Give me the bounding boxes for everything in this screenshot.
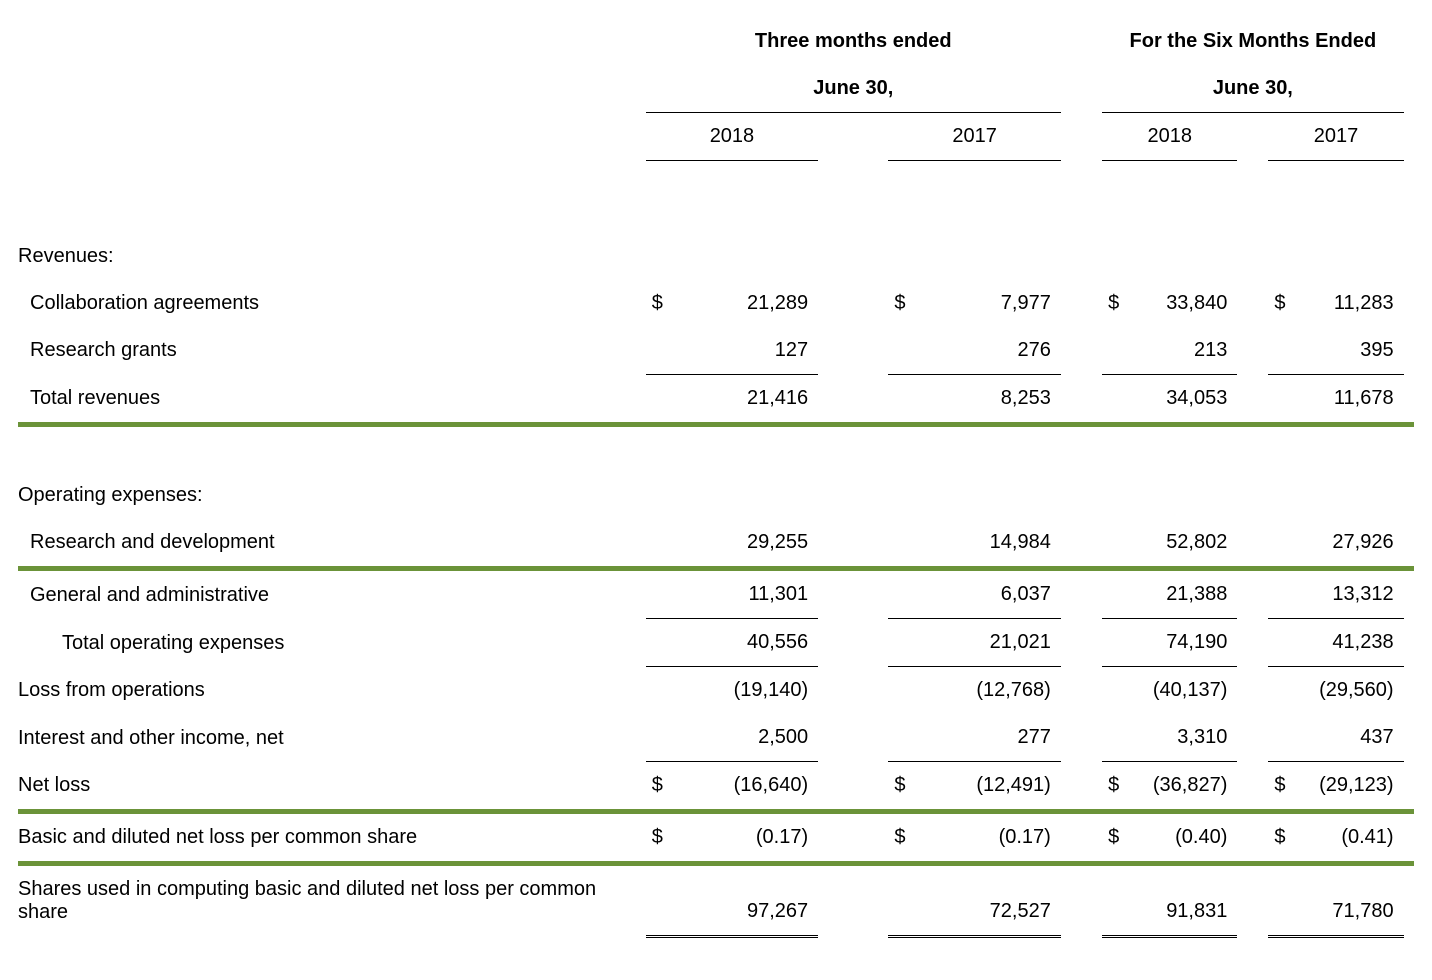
row-collab: Collaboration agreements $ 21,289 $ 7,97… [18,280,1414,327]
label-rnd: Research and development [18,519,646,569]
val-totop-3m18: 40,556 [675,619,819,667]
row-ga: General and administrative 11,301 6,037 … [18,569,1414,619]
val-eps-3m17: (0.17) [917,812,1061,864]
val-rnd-3m18: 29,255 [675,519,819,569]
val-eps-6m18: (0.40) [1127,812,1237,864]
row-shares: Shares used in computing basic and dilut… [18,864,1414,937]
header-period-6m: June 30, [1102,65,1403,113]
val-lossop-6m17: (29,560) [1293,667,1404,715]
currency-symbol: $ [1268,762,1293,812]
val-ga-3m17: 6,037 [917,569,1061,619]
val-totop-6m18: 74,190 [1127,619,1237,667]
col-3m-2018: 2018 [646,113,818,161]
label-interest: Interest and other income, net [18,714,646,762]
val-collab-6m18: 33,840 [1127,280,1237,327]
col-6m-2018: 2018 [1102,113,1237,161]
val-int-6m17: 437 [1293,714,1404,762]
val-ga-3m18: 11,301 [675,569,819,619]
val-totalrev-6m18: 34,053 [1127,374,1237,424]
label-eps: Basic and diluted net loss per common sh… [18,812,646,864]
val-totalrev-6m17: 11,678 [1293,374,1404,424]
val-shares-3m18: 97,267 [675,864,819,937]
val-netloss-6m17: (29,123) [1293,762,1404,812]
label-opex: Operating expenses: [18,472,646,519]
currency-symbol: $ [646,762,675,812]
label-grants: Research grants [18,327,646,375]
label-ga: General and administrative [18,569,646,619]
label-totalrev: Total revenues [18,374,646,424]
val-collab-6m17: 11,283 [1293,280,1404,327]
header-period-3m: June 30, [646,65,1061,113]
currency-symbol: $ [1268,812,1293,864]
val-collab-3m17: 7,977 [917,280,1061,327]
label-shares: Shares used in computing basic and dilut… [18,864,646,937]
header-six-months: For the Six Months Ended [1102,18,1403,65]
val-lossop-3m17: (12,768) [917,667,1061,715]
val-totalrev-3m17: 8,253 [917,374,1061,424]
val-rnd-6m17: 27,926 [1293,519,1404,569]
header-three-months: Three months ended [646,18,1061,65]
val-eps-3m18: (0.17) [675,812,819,864]
val-int-6m18: 3,310 [1127,714,1237,762]
val-lossop-6m18: (40,137) [1127,667,1237,715]
val-shares-6m17: 71,780 [1293,864,1404,937]
row-grants: Research grants 127 276 213 395 [18,327,1414,375]
label-collab: Collaboration agreements [18,280,646,327]
val-netloss-3m18: (16,640) [675,762,819,812]
val-netloss-3m17: (12,491) [917,762,1061,812]
currency-symbol: $ [646,812,675,864]
section-opex: Operating expenses: [18,472,1414,519]
currency-symbol: $ [1102,762,1127,812]
val-eps-6m17: (0.41) [1293,812,1404,864]
val-ga-6m17: 13,312 [1293,569,1404,619]
val-totop-6m17: 41,238 [1293,619,1404,667]
currency-symbol: $ [888,812,917,864]
val-int-3m17: 277 [917,714,1061,762]
row-eps: Basic and diluted net loss per common sh… [18,812,1414,864]
currency-symbol: $ [1268,280,1293,327]
row-total-revenues: Total revenues 21,416 8,253 34,053 11,67… [18,374,1414,424]
val-grants-3m17: 276 [917,327,1061,375]
val-totalrev-3m18: 21,416 [675,374,819,424]
row-interest: Interest and other income, net 2,500 277… [18,714,1414,762]
val-int-3m18: 2,500 [675,714,819,762]
currency-symbol: $ [888,762,917,812]
row-rnd: Research and development 29,255 14,984 5… [18,519,1414,569]
label-netloss: Net loss [18,762,646,812]
val-shares-6m18: 91,831 [1127,864,1237,937]
val-ga-6m18: 21,388 [1127,569,1237,619]
col-3m-2017: 2017 [888,113,1060,161]
currency-symbol: $ [1102,812,1127,864]
label-revenues: Revenues: [18,233,646,280]
val-rnd-6m18: 52,802 [1127,519,1237,569]
currency-symbol: $ [888,280,917,327]
val-rnd-3m17: 14,984 [917,519,1061,569]
currency-symbol: $ [646,280,675,327]
section-revenues: Revenues: [18,233,1414,280]
val-netloss-6m18: (36,827) [1127,762,1237,812]
val-collab-3m18: 21,289 [675,280,819,327]
row-total-opex: Total operating expenses 40,556 21,021 7… [18,619,1414,667]
val-grants-6m18: 213 [1127,327,1237,375]
label-lossop: Loss from operations [18,667,646,715]
row-netloss: Net loss $ (16,640) $ (12,491) $ (36,827… [18,762,1414,812]
val-grants-3m18: 127 [675,327,819,375]
val-lossop-3m18: (19,140) [675,667,819,715]
financial-table: Three months ended For the Six Months En… [18,18,1414,938]
col-6m-2017: 2017 [1268,113,1403,161]
val-grants-6m17: 395 [1293,327,1404,375]
label-totop: Total operating expenses [18,619,646,667]
val-shares-3m17: 72,527 [917,864,1061,937]
val-totop-3m17: 21,021 [917,619,1061,667]
row-lossop: Loss from operations (19,140) (12,768) (… [18,667,1414,715]
currency-symbol: $ [1102,280,1127,327]
